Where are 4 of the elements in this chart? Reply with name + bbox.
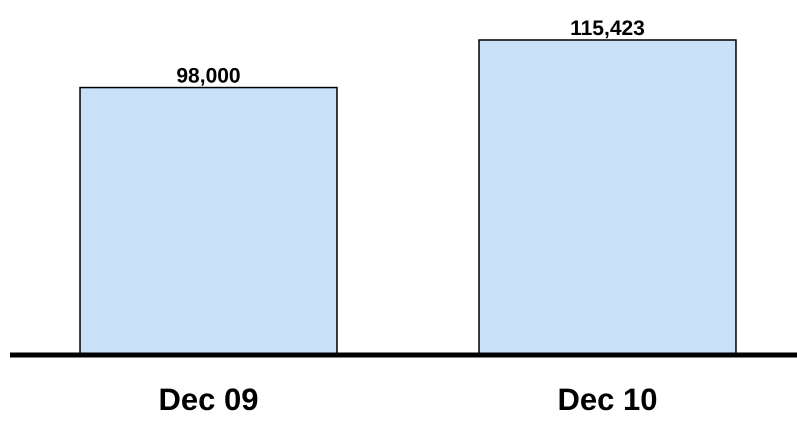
x-tick-label: Dec 09 [158,382,258,417]
data-label: 98,000 [176,64,241,88]
data-label: 115,423 [570,17,645,40]
x-tick-label: Dec 10 [558,382,658,417]
